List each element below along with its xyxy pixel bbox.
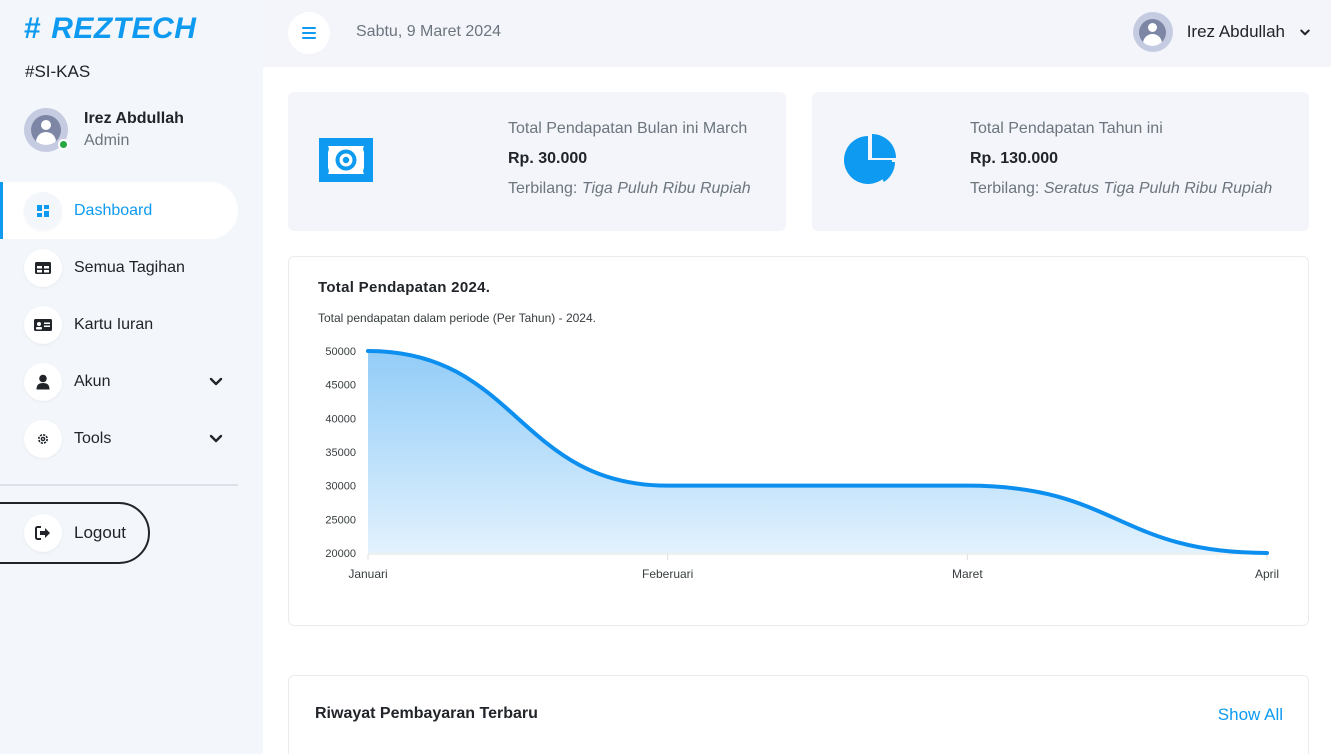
stat-words: Terbilang: Seratus Tiga Puluh Ribu Rupia… xyxy=(970,180,1272,198)
menu-toggle-button[interactable] xyxy=(288,12,330,54)
app-logo[interactable]: # REZTECH xyxy=(24,12,196,46)
user-icon xyxy=(24,362,62,401)
app-subtitle: #SI-KAS xyxy=(25,62,91,81)
sidebar-item-tools[interactable]: Tools xyxy=(0,410,263,467)
sidebar-profile: Irez Abdullah Admin xyxy=(24,108,184,152)
money-icon xyxy=(319,138,373,182)
stat-card-monthly: Total Pendapatan Bulan ini March Rp. 30.… xyxy=(288,92,786,231)
stat-words-prefix: Terbilang: xyxy=(508,180,578,197)
gear-icon xyxy=(24,419,62,458)
stat-words: Terbilang: Tiga Puluh Ribu Rupiah xyxy=(508,180,751,198)
table-icon xyxy=(24,248,62,287)
payment-history-card: Riwayat Pembayaran Terbaru Show All xyxy=(288,675,1309,754)
sidebar-item-label: Semua Tagihan xyxy=(74,258,185,276)
chart-subtitle: Total pendapatan dalam periode (Per Tahu… xyxy=(318,311,596,325)
sidebar-item-label: Akun xyxy=(74,372,111,390)
sidebar-nav: Dashboard Semua Tagihan Kartu Iuran Akun xyxy=(0,182,263,467)
chevron-down-icon xyxy=(209,377,223,386)
user-avatar-icon xyxy=(1139,18,1167,46)
x-tick-label: April xyxy=(1255,567,1279,581)
pie-chart-icon xyxy=(844,134,896,184)
logout-button[interactable]: Logout xyxy=(0,502,150,564)
user-avatar-icon xyxy=(31,115,61,145)
sidebar-divider xyxy=(0,484,238,486)
sidebar-item-kartu-iuran[interactable]: Kartu Iuran xyxy=(0,296,263,353)
revenue-chart-card: Total Pendapatan 2024. Total pendapatan … xyxy=(288,256,1309,626)
online-status-dot xyxy=(58,139,69,150)
chart-title: Total Pendapatan 2024. xyxy=(318,279,491,296)
stat-value: Rp. 30.000 xyxy=(508,150,588,167)
current-date: Sabtu, 9 Maret 2024 xyxy=(356,23,501,40)
grid-icon xyxy=(24,191,62,230)
profile-role: Admin xyxy=(84,132,130,149)
y-tick-label: 20000 xyxy=(325,548,356,560)
logo-hash: # xyxy=(24,12,42,45)
header-user-name: Irez Abdullah xyxy=(1186,22,1285,41)
chevron-down-icon xyxy=(209,434,223,443)
history-title: Riwayat Pembayaran Terbaru xyxy=(315,705,538,722)
user-menu-dropdown[interactable]: Irez Abdullah xyxy=(1132,12,1311,52)
hamburger-icon xyxy=(302,27,316,39)
avatar xyxy=(1132,12,1173,52)
chevron-down-icon xyxy=(1300,29,1310,36)
avatar xyxy=(24,108,69,152)
y-tick-label: 50000 xyxy=(325,346,356,358)
series-line xyxy=(366,349,1269,555)
main-content: Total Pendapatan Bulan ini March Rp. 30.… xyxy=(263,67,1331,754)
stat-words-prefix: Terbilang: xyxy=(970,180,1040,197)
stat-value: Rp. 130.000 xyxy=(970,150,1059,167)
sidebar-item-semua-tagihan[interactable]: Semua Tagihan xyxy=(0,239,263,296)
stat-words-text: Tiga Puluh Ribu Rupiah xyxy=(581,180,751,197)
logout-icon xyxy=(24,514,62,552)
sidebar-item-label: Tools xyxy=(74,429,112,447)
stat-label: Total Pendapatan Bulan ini March xyxy=(508,120,748,137)
top-header: Sabtu, 9 Maret 2024 Irez Abdullah xyxy=(263,0,1331,67)
stat-words-text: Seratus Tiga Puluh Ribu Rupiah xyxy=(1043,180,1273,197)
x-tick-label: Januari xyxy=(348,567,387,581)
stat-label: Total Pendapatan Tahun ini xyxy=(970,120,1163,137)
y-tick-label: 35000 xyxy=(325,447,356,459)
sidebar: # REZTECH #SI-KAS Irez Abdullah Admin Da… xyxy=(0,0,263,754)
sidebar-item-akun[interactable]: Akun xyxy=(0,353,263,410)
sidebar-item-dashboard[interactable]: Dashboard xyxy=(0,182,238,239)
series-area-fill xyxy=(368,351,1267,553)
revenue-area-chart[interactable]: 50000 45000 40000 35000 30000 25000 20000 Janua… xyxy=(289,257,1310,627)
y-tick-label: 25000 xyxy=(325,514,356,526)
y-tick-label: 45000 xyxy=(325,380,356,392)
y-tick-label: 30000 xyxy=(325,481,356,493)
id-card-icon xyxy=(24,305,62,344)
stat-card-yearly: Total Pendapatan Tahun ini Rp. 130.000 T… xyxy=(812,92,1309,231)
x-tick-label: Feberuari xyxy=(642,567,693,581)
logout-label: Logout xyxy=(74,523,126,542)
show-all-link[interactable]: Show All xyxy=(1217,705,1283,724)
logo-text: REZTECH xyxy=(51,12,197,45)
profile-name: Irez Abdullah xyxy=(84,110,184,127)
sidebar-item-label: Kartu Iuran xyxy=(74,315,154,333)
y-tick-label: 40000 xyxy=(325,413,356,425)
sidebar-item-label: Dashboard xyxy=(74,201,153,219)
x-tick-label: Maret xyxy=(952,567,983,581)
